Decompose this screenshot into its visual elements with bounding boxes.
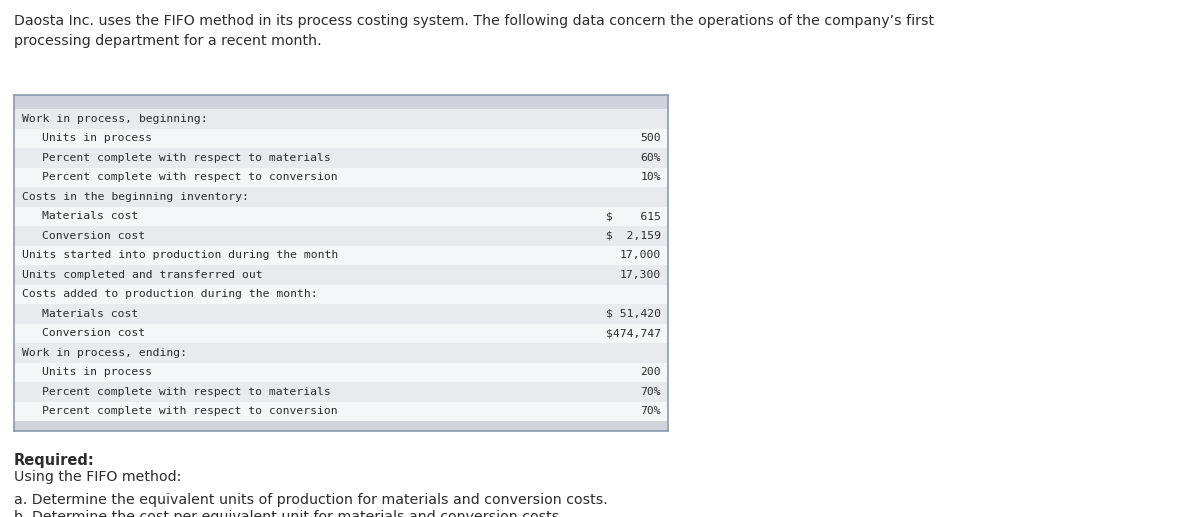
Text: $    615: $ 615 [606, 211, 661, 221]
Text: b. Determine the cost per equivalent unit for materials and conversion costs.: b. Determine the cost per equivalent uni… [14, 510, 564, 517]
Bar [14, 226, 668, 246]
Text: Percent complete with respect to materials: Percent complete with respect to materia… [42, 387, 331, 397]
Bar [14, 168, 668, 187]
Bar [14, 265, 668, 284]
Bar [14, 324, 668, 343]
Text: Percent complete with respect to conversion: Percent complete with respect to convers… [42, 172, 337, 183]
Text: Required:: Required: [14, 453, 95, 468]
Text: Conversion cost: Conversion cost [42, 328, 145, 338]
Text: 500: 500 [641, 133, 661, 143]
Bar [14, 129, 668, 148]
Text: Work in process, ending:: Work in process, ending: [22, 348, 187, 358]
Bar [14, 95, 668, 109]
Text: Costs in the beginning inventory:: Costs in the beginning inventory: [22, 192, 248, 202]
Text: Units started into production during the month: Units started into production during the… [22, 250, 338, 260]
Text: 17,000: 17,000 [619, 250, 661, 260]
Bar [14, 284, 668, 304]
Text: Using the FIFO method:: Using the FIFO method: [14, 470, 181, 484]
Text: $474,747: $474,747 [606, 328, 661, 338]
Text: 70%: 70% [641, 406, 661, 416]
Bar [14, 109, 668, 129]
Text: Conversion cost: Conversion cost [42, 231, 145, 241]
Text: $  2,159: $ 2,159 [606, 231, 661, 241]
Text: Daosta Inc. uses the FIFO method in its process costing system. The following da: Daosta Inc. uses the FIFO method in its … [14, 14, 934, 48]
Text: 10%: 10% [641, 172, 661, 183]
Bar [14, 148, 668, 168]
Bar [14, 382, 668, 402]
Text: Costs added to production during the month:: Costs added to production during the mon… [22, 289, 318, 299]
Text: a. Determine the equivalent units of production for materials and conversion cos: a. Determine the equivalent units of pro… [14, 493, 607, 507]
Bar [14, 206, 668, 226]
Text: Materials cost: Materials cost [42, 309, 138, 319]
Text: $ 51,420: $ 51,420 [606, 309, 661, 319]
Bar [14, 187, 668, 206]
Text: Units in process: Units in process [42, 367, 152, 377]
Text: Materials cost: Materials cost [42, 211, 138, 221]
Bar [14, 402, 668, 421]
Text: Percent complete with respect to materials: Percent complete with respect to materia… [42, 153, 331, 163]
Text: Work in process, beginning:: Work in process, beginning: [22, 114, 208, 124]
Text: Units in process: Units in process [42, 133, 152, 143]
Bar [14, 343, 668, 362]
Text: Units completed and transferred out: Units completed and transferred out [22, 270, 263, 280]
Text: 200: 200 [641, 367, 661, 377]
Bar [14, 304, 668, 324]
Bar [14, 246, 668, 265]
Text: 60%: 60% [641, 153, 661, 163]
Bar [14, 421, 668, 431]
Bar [14, 362, 668, 382]
Text: Percent complete with respect to conversion: Percent complete with respect to convers… [42, 406, 337, 416]
Text: 17,300: 17,300 [619, 270, 661, 280]
Text: 70%: 70% [641, 387, 661, 397]
